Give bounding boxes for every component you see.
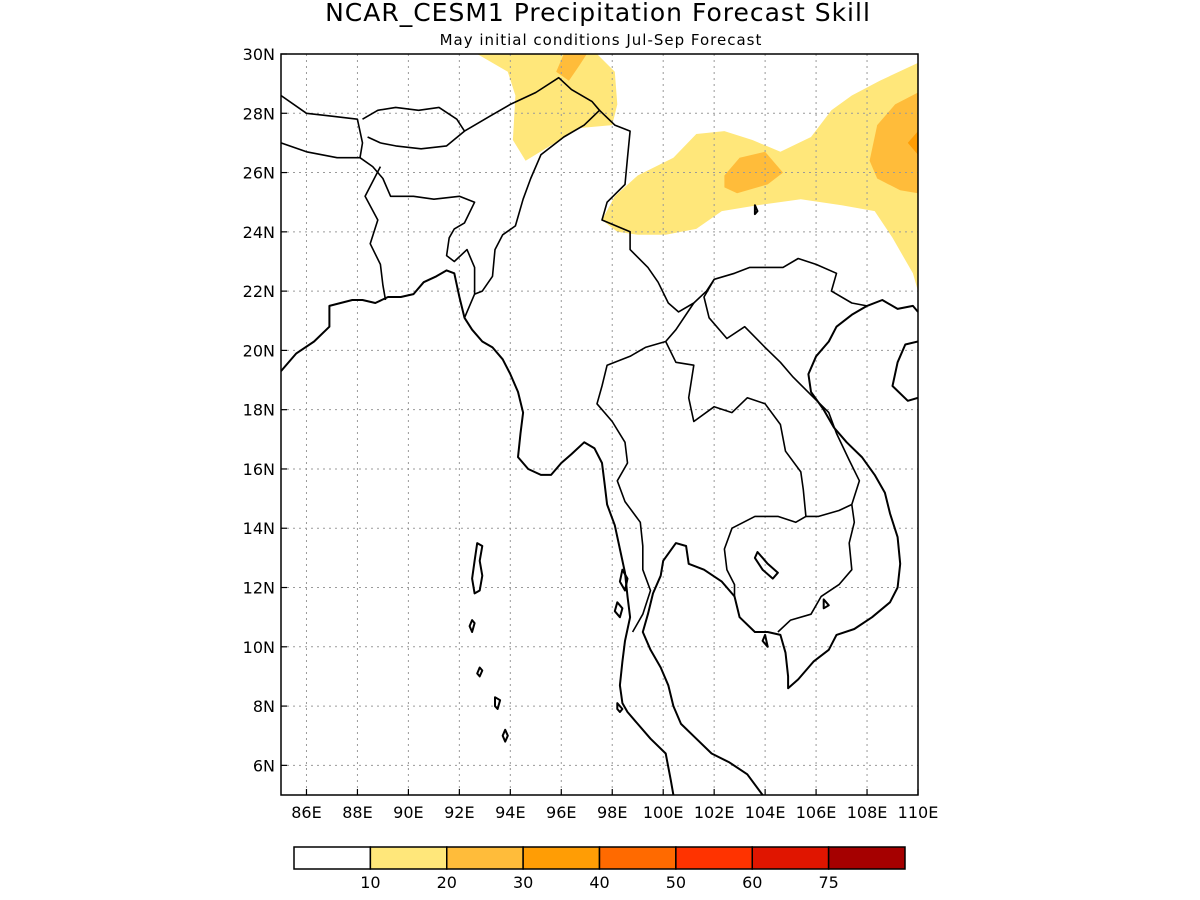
longitude-tick-label: 108E xyxy=(847,803,888,822)
colorbar-label: 50 xyxy=(666,873,686,892)
axis-tick-marks xyxy=(281,53,919,795)
skill-contour-10-20-area xyxy=(477,54,618,161)
colorbar-swatch xyxy=(369,846,448,870)
country-border xyxy=(362,106,466,150)
country-border xyxy=(596,302,695,633)
skill-contour-30-40-area xyxy=(907,131,918,155)
skill-contour-20-30-area xyxy=(556,54,587,81)
island-outline xyxy=(822,598,830,610)
coastline-layer xyxy=(281,204,918,795)
colorbar: 10 20 30 40 50 60 75 xyxy=(293,846,906,892)
map-frame xyxy=(280,53,919,796)
colorbar-swatch xyxy=(446,846,524,870)
coastline xyxy=(281,269,675,795)
island-outline xyxy=(618,568,629,592)
colorbar-label: 75 xyxy=(818,873,838,892)
colorbar-label: 60 xyxy=(742,873,762,892)
longitude-tick-label: 96E xyxy=(546,803,576,822)
country-border xyxy=(281,94,364,159)
colorbar-swatch xyxy=(598,846,677,870)
colorbar-label: 10 xyxy=(360,873,380,892)
skill-contour-layer xyxy=(477,54,918,292)
latitude-tick-label: 8N xyxy=(253,697,275,716)
longitude-tick-label: 92E xyxy=(444,803,474,822)
island-outline xyxy=(613,601,624,619)
latitude-tick-label: 6N xyxy=(253,756,275,775)
longitude-tick-label: 88E xyxy=(342,803,372,822)
longitude-tick-label: 110E xyxy=(898,803,939,822)
map-subtitle: May initial conditions Jul-Sep Forecast xyxy=(440,31,763,49)
longitude-tick-label: 100E xyxy=(643,803,684,822)
latitude-tick-label: 24N xyxy=(243,223,275,242)
latitude-tick-label: 26N xyxy=(243,164,275,183)
longitude-tick-label: 86E xyxy=(291,803,321,822)
lake-outline xyxy=(753,551,779,580)
island-outline xyxy=(761,633,769,648)
country-border-layer xyxy=(281,76,868,633)
skill-contour-20-30-area xyxy=(724,151,783,194)
longitude-tick-label: 94E xyxy=(495,803,525,822)
country-border xyxy=(464,76,601,295)
map-area xyxy=(281,54,918,795)
colorbar-swatch xyxy=(675,846,753,870)
island-outline xyxy=(753,204,759,216)
latitude-tick-label: 16N xyxy=(243,460,275,479)
country-border xyxy=(664,341,807,597)
latitude-tick-label: 20N xyxy=(243,341,275,360)
longitude-tick-label: 98E xyxy=(597,803,627,822)
latitude-tick-label: 14N xyxy=(243,519,275,538)
latitude-tick-label: 28N xyxy=(243,104,275,123)
latitude-tick-label: 10N xyxy=(243,638,275,657)
colorbar-label: 20 xyxy=(437,873,457,892)
latitude-tick-label: 18N xyxy=(243,401,275,420)
country-border xyxy=(364,166,387,301)
graticule xyxy=(281,54,918,795)
colorbar-swatch xyxy=(827,846,906,870)
country-border xyxy=(805,503,853,518)
country-border xyxy=(359,157,476,319)
country-border xyxy=(703,278,861,633)
colorbar-swatch xyxy=(751,846,830,870)
coastline xyxy=(641,299,918,795)
coastline xyxy=(891,340,918,402)
longitude-tick-label: 90E xyxy=(393,803,423,822)
colorbar-swatch xyxy=(293,846,372,870)
latitude-tick-label: 12N xyxy=(243,579,275,598)
longitude-tick-label: 104E xyxy=(745,803,786,822)
island-outline xyxy=(616,702,624,713)
map-title: NCAR_CESM1 Precipitation Forecast Skill xyxy=(325,0,871,27)
colorbar-swatch xyxy=(522,846,601,870)
island-outline xyxy=(501,728,509,743)
island-outline xyxy=(471,542,484,595)
island-outline xyxy=(468,619,476,633)
colorbar-label: 40 xyxy=(589,873,609,892)
longitude-tick-labels: 86E 88E 90E 92E 94E 96E 98E 100E 102E 104E 106E 108… xyxy=(291,803,938,822)
longitude-tick-label: 102E xyxy=(694,803,735,822)
country-border xyxy=(598,109,868,313)
colorbar-label: 30 xyxy=(513,873,533,892)
longitude-tick-label: 106E xyxy=(796,803,837,822)
latitude-tick-label: 30N xyxy=(243,45,275,64)
island-outline xyxy=(494,696,502,710)
latitude-tick-label: 22N xyxy=(243,282,275,301)
latitude-tick-labels: 6N 8N 10N 12N 14N 16N 18N 20N 22N 24N 26N 28N 30N xyxy=(243,45,275,775)
skill-contour-20-30-area xyxy=(869,92,918,194)
island-outline xyxy=(476,666,484,678)
